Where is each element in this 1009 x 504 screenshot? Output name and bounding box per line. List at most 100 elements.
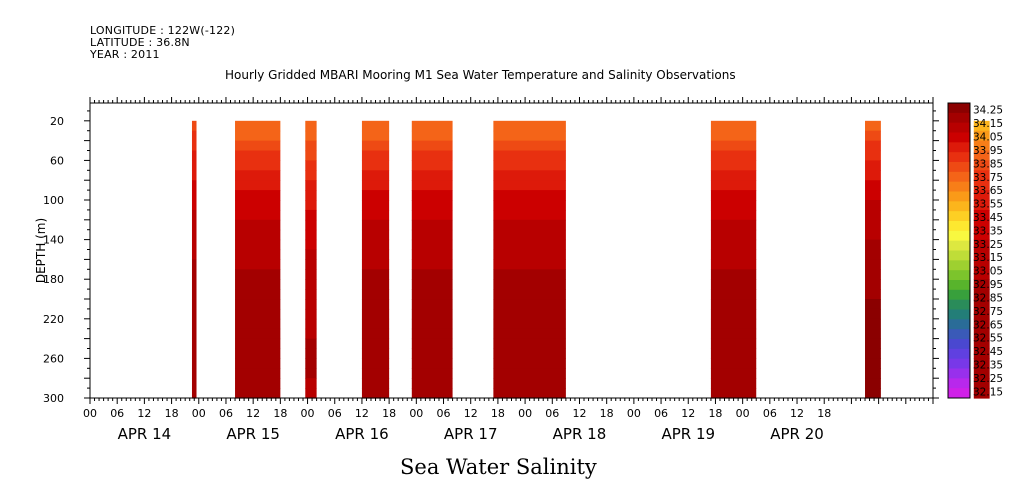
x-day-label: APR 19 — [661, 425, 715, 443]
salinity-cell — [493, 170, 566, 181]
salinity-cell — [191, 338, 197, 350]
x-tick-label: 00 — [736, 407, 750, 420]
salinity-cell — [493, 239, 566, 251]
salinity-cell — [305, 388, 317, 399]
x-tick-label: 18 — [165, 407, 179, 420]
salinity-cell — [191, 120, 197, 132]
salinity-cell — [305, 150, 317, 162]
salinity-cell — [191, 348, 197, 360]
salinity-cell — [191, 378, 197, 389]
colorbar-swatch — [948, 260, 970, 271]
salinity-cell — [973, 239, 990, 251]
colorbar-swatch — [948, 240, 970, 251]
salinity-cell — [411, 328, 453, 340]
colorbar-swatch — [948, 250, 970, 261]
x-tick-label: 00 — [409, 407, 423, 420]
salinity-cell — [710, 239, 757, 251]
data-block — [973, 120, 990, 399]
chart-subtitle: Sea Water Salinity — [400, 455, 597, 479]
salinity-cell — [361, 229, 390, 241]
salinity-cell — [191, 318, 197, 330]
salinity-cell — [235, 229, 281, 241]
salinity-cell — [361, 358, 390, 369]
data-block — [235, 120, 281, 399]
colorbar-swatch — [948, 348, 970, 360]
colorbar-label: 34.15 — [973, 118, 1003, 130]
salinity-cell — [493, 299, 566, 310]
colorbar-label: 32.95 — [973, 279, 1003, 291]
salinity-cell — [865, 289, 881, 300]
salinity-cell — [973, 279, 990, 290]
salinity-cell — [973, 358, 990, 369]
data-block — [493, 120, 566, 399]
x-tick-label: 12 — [572, 407, 586, 420]
colorbar-swatch — [948, 152, 970, 163]
salinity-cell — [191, 140, 197, 152]
salinity-cell — [710, 299, 757, 310]
y-tick-label: 60 — [50, 154, 64, 167]
salinity-cell — [361, 209, 390, 221]
salinity-cell — [710, 200, 757, 211]
salinity-cell — [865, 318, 881, 330]
salinity-cell — [710, 160, 757, 171]
salinity-cell — [191, 388, 197, 399]
salinity-cell — [865, 229, 881, 241]
salinity-cell — [710, 378, 757, 389]
colorbar-label: 32.65 — [973, 319, 1003, 331]
x-tick-label: 12 — [355, 407, 369, 420]
salinity-cell — [710, 219, 757, 231]
x-tick-label: 06 — [328, 407, 342, 420]
salinity-cell — [361, 249, 390, 261]
salinity-cell — [493, 140, 566, 152]
salinity-cell — [235, 289, 281, 300]
salinity-cell — [361, 299, 390, 310]
colorbar-label: 34.05 — [973, 132, 1003, 144]
salinity-cell — [493, 269, 566, 280]
salinity-cell — [191, 239, 197, 251]
salinity-cell — [973, 120, 990, 132]
salinity-cell — [973, 200, 990, 211]
salinity-cell — [411, 190, 453, 201]
salinity-cell — [305, 219, 317, 231]
salinity-cell — [865, 299, 881, 310]
x-tick-label: 00 — [83, 407, 97, 420]
longitude-label: LONGITUDE : 122W(-122) — [90, 24, 236, 37]
salinity-cell — [710, 180, 757, 191]
x-tick-label: 06 — [110, 407, 124, 420]
data-blocks — [191, 120, 990, 399]
salinity-cell — [305, 378, 317, 389]
x-day-label: APR 17 — [444, 425, 498, 443]
salinity-cell — [411, 140, 453, 152]
year-label: YEAR : 2011 — [90, 48, 160, 61]
salinity-cell — [361, 219, 390, 231]
salinity-cell — [710, 150, 757, 162]
salinity-cell — [305, 368, 317, 379]
salinity-cell — [710, 259, 757, 270]
salinity-cell — [235, 140, 281, 152]
salinity-cell — [305, 209, 317, 221]
salinity-cell — [235, 249, 281, 261]
salinity-cell — [361, 140, 390, 152]
x-tick-label: 18 — [382, 407, 396, 420]
colorbar-label: 32.75 — [973, 306, 1003, 318]
salinity-cell — [411, 209, 453, 221]
colorbar-swatch — [948, 280, 970, 291]
salinity-cell — [361, 170, 390, 181]
x-axis: 00 06 12 18 00 06 12 18 00 06 12 18 00 06 12 18 00 06 12 18… — [83, 97, 934, 443]
salinity-cell — [411, 239, 453, 251]
colorbar-swatch — [948, 132, 970, 143]
salinity-cell — [973, 180, 990, 191]
salinity-cell — [235, 150, 281, 162]
salinity-cell — [865, 279, 881, 290]
salinity-cell — [305, 259, 317, 270]
salinity-cell — [191, 249, 197, 261]
salinity-cell — [411, 318, 453, 330]
x-tick-label: 18 — [273, 407, 287, 420]
salinity-cell — [493, 289, 566, 300]
salinity-cell — [235, 190, 281, 201]
salinity-cell — [865, 388, 881, 399]
salinity-cell — [191, 180, 197, 191]
salinity-cell — [973, 328, 990, 340]
colorbar-label: 33.55 — [973, 199, 1003, 211]
salinity-cell — [361, 150, 390, 162]
